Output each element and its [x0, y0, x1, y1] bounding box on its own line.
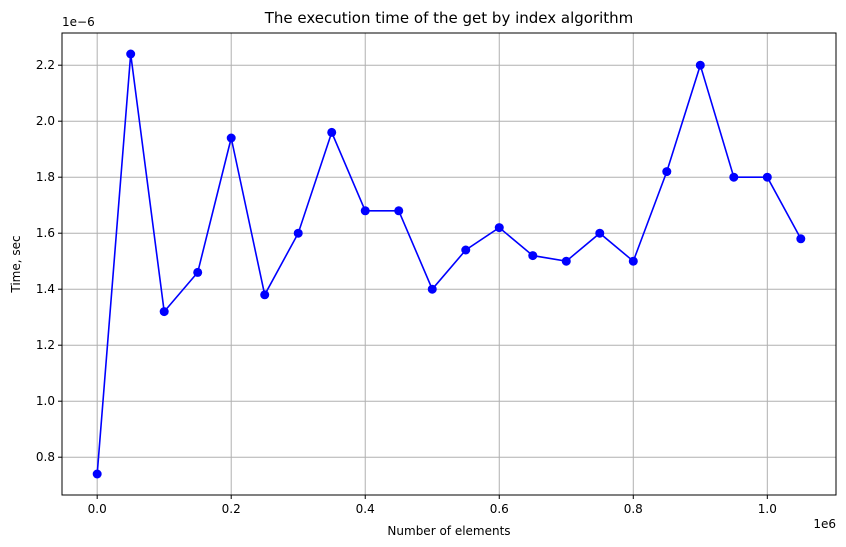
grid-layer: [62, 33, 836, 495]
x-tick-label: 0.8: [624, 502, 643, 516]
data-point: [461, 245, 471, 255]
ticks-layer: 0.0 0.2 0.4 0.6 0.8 1.0 0.8 1.0 1.2 1.4 1.6 1.8 2.0 2…: [36, 58, 777, 516]
y-offset-label: 1e−6: [62, 15, 95, 29]
data-point: [662, 167, 672, 177]
data-point: [193, 267, 203, 277]
x-tick-label: 1.0: [758, 502, 777, 516]
y-axis-label: Time, sec: [9, 235, 23, 293]
data-point: [695, 60, 705, 70]
data-point: [595, 228, 605, 238]
x-tick-label: 0.2: [222, 502, 241, 516]
data-point: [561, 256, 571, 266]
series-line: [96, 53, 802, 475]
y-tick-label: 2.2: [36, 58, 55, 72]
data-point: [762, 172, 772, 182]
data-point: [226, 133, 236, 143]
x-tick-label: 0.6: [490, 502, 509, 516]
data-point: [729, 172, 739, 182]
x-tick-label: 0.4: [356, 502, 375, 516]
data-point: [628, 256, 638, 266]
data-point: [528, 251, 538, 261]
series-layer: [92, 49, 806, 479]
data-point: [159, 307, 169, 317]
y-tick-label: 1.0: [36, 394, 55, 408]
y-tick-label: 1.4: [36, 282, 55, 296]
data-point: [327, 127, 337, 137]
data-point: [260, 290, 270, 300]
x-axis-label: Number of elements: [387, 524, 510, 538]
data-point: [427, 284, 437, 294]
y-tick-label: 1.8: [36, 170, 55, 184]
data-point: [494, 223, 504, 233]
data-point: [796, 234, 806, 244]
plot-frame: [61, 32, 837, 496]
data-point: [394, 206, 404, 216]
x-offset-label: 1e6: [813, 517, 836, 531]
data-point: [126, 49, 136, 59]
data-point: [360, 206, 370, 216]
y-tick-label: 1.2: [36, 338, 55, 352]
y-tick-label: 2.0: [36, 114, 55, 128]
y-tick-label: 1.6: [36, 226, 55, 240]
data-point: [92, 469, 102, 479]
data-point: [293, 228, 303, 238]
x-tick-label: 0.0: [88, 502, 107, 516]
chart-title: The execution time of the get by index a…: [264, 9, 634, 27]
y-tick-label: 0.8: [36, 450, 55, 464]
